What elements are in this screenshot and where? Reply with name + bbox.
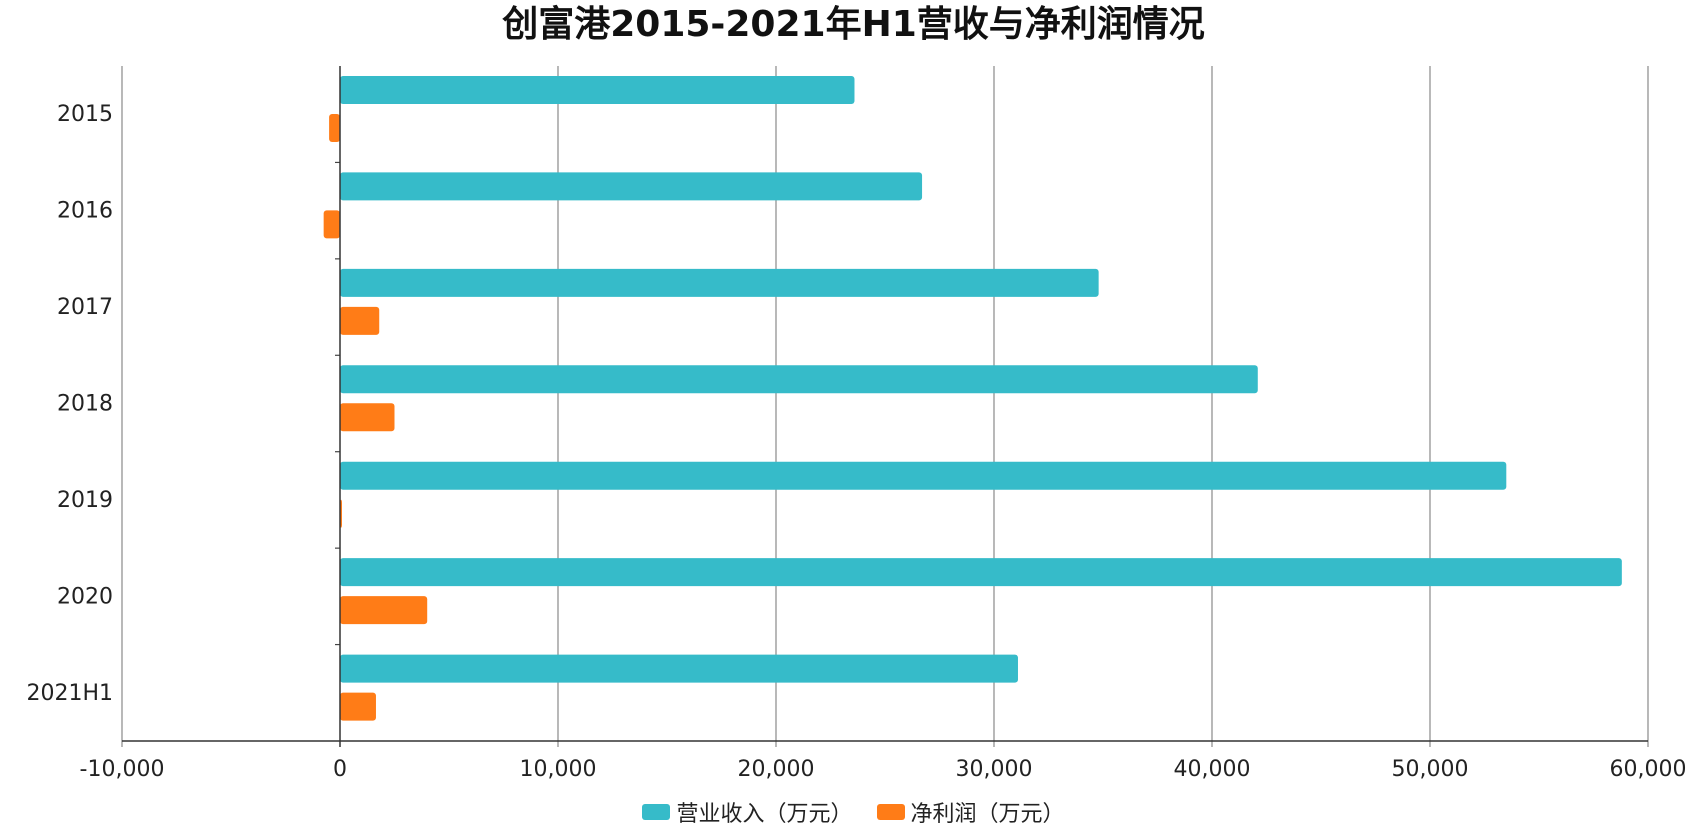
- tick-labels: -10,000 0 10,000 20,000 30,000 40,000 50,000 60…: [26, 102, 1686, 782]
- legend-item-revenue[interactable]: 营业收入（万元）: [642, 796, 853, 828]
- y-tick-label: 2017: [57, 295, 113, 320]
- y-tick-label: 2018: [57, 392, 113, 417]
- bar-revenue[interactable]: [340, 268, 1099, 297]
- bar-revenue[interactable]: [340, 76, 855, 104]
- bar-net-profit[interactable]: [340, 692, 376, 721]
- x-tick-label: 50,000: [1392, 757, 1469, 782]
- bar-revenue[interactable]: [340, 558, 1622, 587]
- x-tick-label: 20,000: [738, 757, 815, 782]
- legend: 营业收入（万元） 净利润（万元）: [0, 796, 1707, 828]
- bar-revenue[interactable]: [340, 365, 1258, 394]
- bar-revenue[interactable]: [340, 461, 1507, 490]
- axes: [122, 66, 1648, 747]
- bar-revenue[interactable]: [340, 654, 1018, 683]
- legend-label-net-profit: 净利润（万元）: [910, 802, 1065, 827]
- chart-title: 创富港2015-2021年H1营收与净利润情况: [502, 4, 1205, 45]
- bar-net-profit[interactable]: [323, 210, 340, 239]
- x-tick-label: 10,000: [520, 757, 597, 782]
- y-tick-label: 2020: [57, 584, 113, 609]
- x-tick-label: 30,000: [956, 757, 1033, 782]
- legend-swatch-net-profit: [876, 804, 905, 820]
- y-tick-label: 2021H1: [26, 681, 113, 706]
- bar-net-profit[interactable]: [329, 114, 340, 142]
- x-tick-label: 0: [333, 757, 347, 782]
- x-tick-label: 60,000: [1610, 757, 1687, 782]
- legend-item-net-profit[interactable]: 净利润（万元）: [876, 796, 1065, 828]
- y-tick-label: 2015: [57, 102, 113, 127]
- x-tick-label: -10,000: [80, 757, 165, 782]
- y-tick-label: 2019: [57, 488, 113, 513]
- bar-net-profit[interactable]: [340, 403, 395, 432]
- x-tick-label: 40,000: [1174, 757, 1251, 782]
- legend-label-revenue: 营业收入（万元）: [676, 802, 853, 827]
- y-tick-label: 2016: [57, 199, 113, 224]
- bars: [323, 76, 1622, 721]
- bar-net-profit[interactable]: [340, 596, 428, 625]
- legend-swatch-revenue: [642, 804, 671, 820]
- bar-net-profit[interactable]: [340, 306, 380, 335]
- bar-revenue[interactable]: [340, 172, 923, 201]
